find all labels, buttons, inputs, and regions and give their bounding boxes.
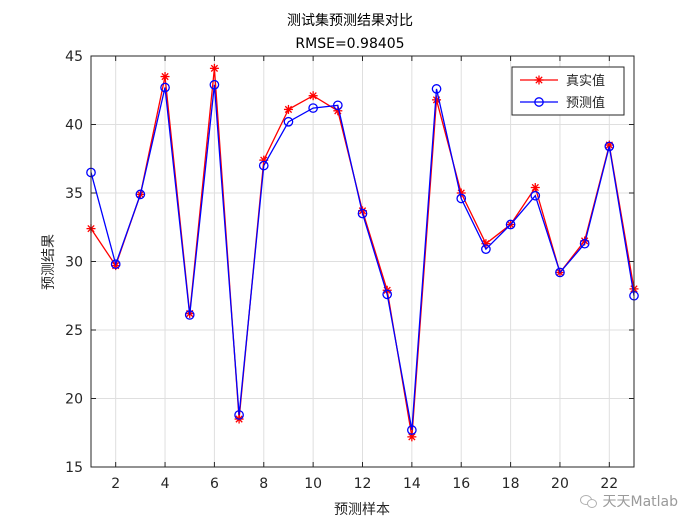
y-tick-label: 30 xyxy=(65,255,83,271)
x-tick-label: 10 xyxy=(304,476,322,492)
data-point-predicted xyxy=(456,193,467,204)
data-point-predicted xyxy=(209,79,220,90)
data-point-predicted xyxy=(234,410,244,420)
x-tick-label: 22 xyxy=(600,476,618,492)
x-tick-label: 18 xyxy=(502,476,520,492)
data-point-predicted xyxy=(160,82,170,93)
data-point-predicted xyxy=(481,244,491,255)
chart-title: 测试集预测结果对比 xyxy=(287,12,413,29)
legend-marker-circle xyxy=(534,97,544,107)
data-point-predicted xyxy=(579,238,590,249)
data-point-predicted xyxy=(135,189,146,200)
legend-box xyxy=(511,66,625,116)
series-line-2 xyxy=(90,84,635,431)
data-point-predicted xyxy=(407,425,417,435)
data-point-predicted xyxy=(530,190,541,201)
data-point-predicted xyxy=(332,100,343,111)
data-point-predicted xyxy=(258,160,269,171)
watermark: 天天Matlab xyxy=(580,491,678,511)
y-tick-label: 35 xyxy=(65,186,83,202)
y-tick-label: 45 xyxy=(65,49,83,65)
data-point-actual xyxy=(160,72,170,82)
x-tick-label: 20 xyxy=(551,476,569,492)
data-point-predicted xyxy=(382,289,393,300)
data-point-predicted xyxy=(604,141,615,152)
y-tick-label: 40 xyxy=(65,118,83,134)
data-point-predicted xyxy=(505,219,516,230)
legend-label-1: 真实值 xyxy=(566,73,605,89)
wechat-icon xyxy=(580,494,598,508)
data-point-predicted xyxy=(431,84,442,94)
data-point-actual xyxy=(283,104,293,114)
y-tick-label: 20 xyxy=(65,392,83,408)
data-point-predicted xyxy=(283,116,294,127)
data-point-predicted xyxy=(357,208,368,219)
x-tick-label: 4 xyxy=(161,476,170,492)
x-tick-label: 2 xyxy=(111,476,120,492)
data-point-predicted xyxy=(184,310,195,320)
data-point-predicted xyxy=(555,267,565,278)
data-point-predicted xyxy=(110,259,121,270)
watermark-text: 天天Matlab xyxy=(602,494,678,510)
data-point-actual xyxy=(308,91,318,101)
x-axis-label: 预测样本 xyxy=(334,502,390,518)
x-tick-label: 14 xyxy=(403,476,421,492)
data-point-actual xyxy=(209,63,219,73)
legend-marker-star xyxy=(534,75,544,85)
y-tick-label: 25 xyxy=(65,323,83,339)
data-point-predicted xyxy=(308,103,318,113)
x-tick-label: 12 xyxy=(354,476,372,492)
x-tick-label: 16 xyxy=(452,476,470,492)
y-tick-label: 15 xyxy=(65,460,83,476)
chart-subtitle: RMSE=0.98405 xyxy=(295,36,404,52)
legend-label-2: 预测值 xyxy=(566,95,605,111)
x-tick-label: 6 xyxy=(210,476,219,492)
x-tick-label: 8 xyxy=(259,476,268,492)
y-axis-label: 预测结果 xyxy=(41,234,57,290)
data-point-actual xyxy=(530,183,540,193)
